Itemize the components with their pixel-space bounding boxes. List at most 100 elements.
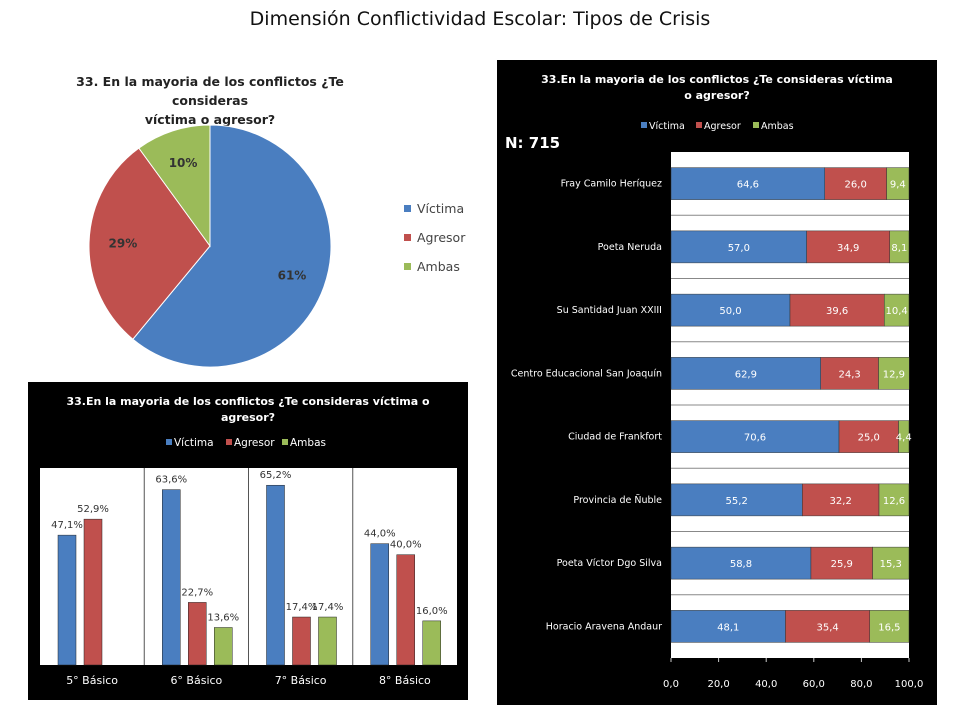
legend-swatch-victima [404,205,411,212]
bar-segment-agresor [806,230,890,264]
bar-data-label: 10,4 [885,306,907,317]
bar-data-label: 12,9 [883,369,905,380]
bar-ambas [214,627,233,666]
x-tick-label: 60,0 [803,679,825,690]
bar-segment-agresor [785,610,870,643]
bar-data-label: 13,6% [207,613,239,624]
legend-swatch-ambas [282,439,288,445]
bar-data-label: 55,2 [726,496,748,507]
bar-data-label: 12,6 [883,496,905,507]
legend-label-agresor: Agresor [704,121,741,132]
bar-segment-agresor [824,167,887,200]
school-bar-chart: Víctima Agresor Ambas 0,0 20,0 40,0 60,0 80,0 10… [511,121,924,690]
legend-label-agresor: Agresor [417,230,466,245]
bar-victima [57,534,77,666]
pie-data-label: 29% [109,236,138,250]
bar-data-label: 8,1 [891,243,907,254]
bar-data-label: 63,6% [155,475,187,486]
x-tick-label: 80,0 [850,679,872,690]
bar-segment-victima [670,230,807,264]
bar-data-label: 47,1% [51,520,83,531]
y-category-label: Ciudad de Frankfort [568,432,662,443]
pie-slice-agresor [88,147,211,340]
bar-segment-ambas [883,293,910,327]
x-tick-label: 7° Básico [275,674,327,687]
x-tick-label: 20,0 [707,679,729,690]
legend-label-ambas: Ambas [761,121,794,132]
x-tick-label: 8° Básico [379,674,431,687]
bar-data-label: 57,0 [728,243,750,254]
grade-title-line-1: 33.En la mayoria de los conflictos ¿Te c… [66,395,430,408]
bar-data-label: 65,2% [260,470,292,481]
pie-data-label: 61% [278,269,307,283]
legend-swatch-agresor [696,122,702,128]
school-title-line-2: o agresor? [684,89,750,102]
bar-victima [370,543,389,666]
bar-segment-agresor [789,293,885,327]
bar-data-label: 62,9 [735,369,757,380]
bar-data-label: 16,0% [416,606,448,617]
bar-data-label: 24,3 [838,369,860,380]
school-bar-chart-panel: 33.En la mayoria de los conflictos ¿Te c… [497,60,937,705]
bar-segment-victima [670,420,840,453]
grade-chart-title: 33.En la mayoria de los conflictos ¿Te c… [28,394,468,426]
legend-label-ambas: Ambas [417,259,460,274]
bar-data-label: 44,0% [364,529,396,540]
bar-data-label: 25,0 [858,433,880,444]
bar-data-label: 17,4% [286,602,318,613]
bar-segment-ambas [898,420,910,453]
bar-data-label: 32,2 [830,496,852,507]
pie-title-line-1: 33. En la mayoria de los conflictos ¿Te … [76,74,344,108]
bar-segment-agresor [802,483,880,517]
y-category-label: Centro Educacional San Joaquín [511,368,662,379]
school-title-line-1: 33.En la mayoria de los conflictos ¿Te c… [541,73,893,86]
bar-segment-victima [670,357,821,390]
bar-victima [162,489,181,666]
y-category-label: Su Santidad Juan XXIII [557,305,662,316]
bar-agresor [83,518,103,666]
bar-ambas [422,620,441,666]
bar-agresor [188,602,207,666]
school-chart-title: 33.En la mayoria de los conflictos ¿Te c… [497,72,937,104]
pie-title-line-2: víctima o agresor? [144,112,276,127]
y-category-label: Provincia de Ñuble [573,495,662,506]
bar-data-label: 52,9% [77,504,109,515]
legend-label-agresor: Agresor [234,437,275,449]
legend-label-victima: Víctima [417,201,464,216]
pie-slice-victima [132,124,332,368]
bar-segment-ambas [878,483,910,517]
bar-data-label: 70,6 [744,433,766,444]
legend-swatch-victima [166,439,172,445]
bar-data-label: 39,6 [826,306,848,317]
bar-agresor [396,554,415,666]
legend-swatch-agresor [404,234,411,241]
bar-agresor [292,616,311,666]
legend-swatch-victima [641,122,647,128]
bar-segment-victima [670,546,812,580]
pie-chart-title: 33. En la mayoria de los conflictos ¿Te … [60,72,360,129]
x-tick-label: 0,0 [663,679,679,690]
legend-label-victima: Víctima [174,437,214,449]
bar-data-label: 34,9 [837,243,859,254]
sample-size-label: N: 715 [505,134,561,152]
y-category-label: Horacio Aravena Andaur [546,621,662,632]
x-tick-label: 100,0 [895,679,924,690]
bar-data-label: 48,1 [717,622,739,633]
legend-label-ambas: Ambas [290,437,326,449]
pie-data-label: 10% [169,156,198,170]
bar-data-label: 4,4 [896,433,912,444]
x-tick-label: 40,0 [755,679,777,690]
bar-segment-ambas [869,610,910,643]
bar-segment-agresor [820,357,879,390]
pie-slice-ambas [138,124,211,248]
y-category-label: Fray Camilo Heríquez [561,179,662,190]
legend-swatch-ambas [404,263,411,270]
bar-segment-ambas [872,546,910,580]
bar-victima [266,484,285,666]
pie-chart-panel: 33. En la mayoria de los conflictos ¿Te … [60,62,480,372]
x-tick-label: 6° Básico [170,674,222,687]
y-category-label: Poeta Neruda [598,242,662,253]
bar-segment-ambas [878,357,910,390]
page-title: Dimensión Conflictividad Escolar: Tipos … [249,8,711,30]
grade-bar-chart-panel: 33.En la mayoria de los conflictos ¿Te c… [28,382,468,700]
